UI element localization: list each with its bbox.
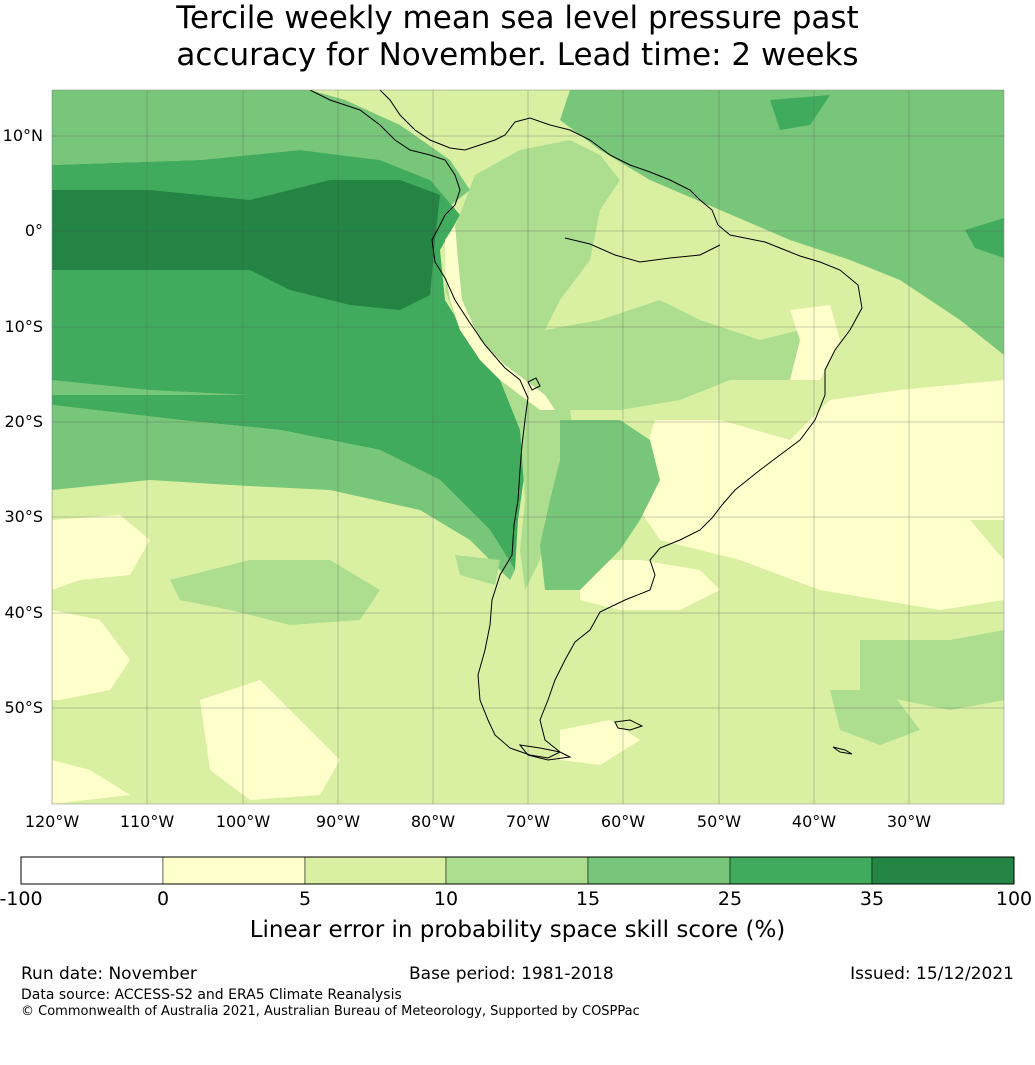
south-georgia <box>832 746 853 755</box>
lon-label-90w: 90°W <box>315 812 361 831</box>
colorbar-tick-5: 5 <box>298 888 312 910</box>
colorbar-segment-2 <box>304 856 447 885</box>
region-10-15-amazon <box>545 300 820 410</box>
region-10-15-atlantic-a <box>860 630 1004 710</box>
copyright: © Commonwealth of Australia 2021, Austra… <box>21 1004 640 1019</box>
colorbar-segment-0 <box>20 856 164 885</box>
lat-label-0: 0° <box>24 221 43 240</box>
lon-label-110w: 110°W <box>119 812 175 831</box>
run-date: Run date: November <box>21 964 197 984</box>
lat-label-40s: 40°S <box>4 603 43 622</box>
lat-label-10n: 10°N <box>2 126 43 145</box>
region-15-25-inland <box>540 420 660 590</box>
lon-label-50w: 50°W <box>696 812 742 831</box>
coastline <box>309 90 863 759</box>
region-0-5-pacific-west <box>52 515 150 590</box>
colorbar-tick-10: 10 <box>433 888 459 910</box>
lon-label-40w: 40°W <box>791 812 837 831</box>
region-15-25-pacific-mid <box>52 380 250 395</box>
title-line-1: Tercile weekly mean sea level pressure p… <box>176 0 859 36</box>
colorbar-segment-1 <box>162 856 306 885</box>
base-period: Base period: 1981-2018 <box>409 964 614 984</box>
region-15-25-north <box>52 90 470 210</box>
lat-label-10s: 10°S <box>4 317 43 336</box>
colorbar-tick-0: 0 <box>156 888 170 910</box>
region-0-5-coastal-strip <box>445 225 555 410</box>
issued-date: Issued: 15/12/2021 <box>850 964 1014 984</box>
region-0-5-pacific-sw <box>52 610 130 700</box>
amazon-river <box>564 237 721 263</box>
colorbar-segment-3 <box>445 856 589 885</box>
region-10-15-pacific-b <box>455 555 500 585</box>
colorbar-tick-100: 100 <box>995 888 1033 910</box>
lat-label-20s: 20°S <box>4 412 43 431</box>
lat-label-30s: 30°S <box>4 507 43 526</box>
region-10-15-andes <box>445 140 620 590</box>
title-line-2: accuracy for November. Lead time: 2 week… <box>176 37 859 73</box>
data-source: Data source: ACCESS-S2 and ERA5 Climate … <box>21 987 402 1003</box>
tierra-del-fuego <box>518 744 572 761</box>
colorbar-tick-25: 25 <box>717 888 743 910</box>
colorbar-segment-6 <box>871 856 1015 885</box>
chart-title: Tercile weekly mean sea level pressure p… <box>0 0 1035 74</box>
lon-label-70w: 70°W <box>505 812 551 831</box>
region-35-100-pacific <box>52 180 440 310</box>
region-0-5-pacific-far-south <box>52 760 130 804</box>
region-15-25-atlantic-north <box>560 90 1004 355</box>
lon-label-120w: 120°W <box>24 812 80 831</box>
region-10-15-atlantic-b <box>830 690 920 745</box>
skill-field <box>52 90 1004 804</box>
colorbar-tick-15: 15 <box>575 888 601 910</box>
lon-label-100w: 100°W <box>215 812 271 831</box>
region-0-5-argentina <box>580 560 720 610</box>
region-25-35-atlantic-patch <box>965 218 1004 258</box>
region-15-25-pacific-south <box>52 405 515 580</box>
lon-label-80w: 80°W <box>410 812 456 831</box>
colorbar-label: Linear error in probability space skill … <box>249 917 786 943</box>
map-frame <box>51 89 1005 805</box>
region-0-5-pacific-south <box>200 680 340 800</box>
lon-label-60w: 60°W <box>600 812 646 831</box>
graticule <box>52 90 1004 804</box>
falkland-islands <box>614 719 644 731</box>
colorbar <box>20 856 1015 885</box>
lake-titicaca <box>527 377 541 391</box>
lat-label-50s: 50°S <box>4 698 43 717</box>
region-0-5-brazil <box>790 305 840 380</box>
colorbar-frame <box>20 856 1015 885</box>
colorbar-tick-35: 35 <box>859 888 885 910</box>
region-25-35-caribbean <box>770 95 830 130</box>
colorbar-segment-5 <box>729 856 873 885</box>
colorbar-tick-minus100: -100 <box>0 888 43 910</box>
region-0-5-falklands <box>560 720 640 765</box>
region-10-15-pacific-a <box>170 560 380 625</box>
colorbar-segment-4 <box>587 856 731 885</box>
lon-label-30w: 30°W <box>886 812 932 831</box>
region-0-5-atlantic <box>640 380 1004 610</box>
